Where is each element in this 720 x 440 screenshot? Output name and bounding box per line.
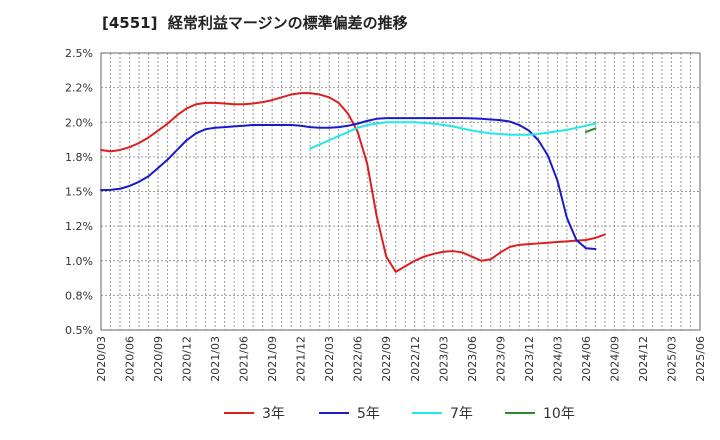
x-tick-label: 2020/09 [152, 336, 165, 382]
x-tick-label: 2020/12 [181, 336, 194, 382]
y-tick-label: 1.8% [65, 151, 93, 164]
y-tick-label: 0.8% [65, 289, 93, 302]
x-tick-label: 2021/06 [238, 336, 251, 382]
y-tick-label: 1.2% [65, 220, 93, 233]
x-tick-label: 2021/12 [295, 336, 308, 382]
y-tick-label: 2.0% [65, 116, 93, 129]
x-tick-label: 2020/03 [95, 336, 108, 382]
x-tick-label: 2024/06 [580, 336, 593, 382]
y-tick-label: 2.5% [65, 47, 93, 60]
x-tick-label: 2022/12 [409, 336, 422, 382]
x-tick-label: 2023/12 [523, 336, 536, 382]
x-tick-label: 2022/09 [380, 336, 393, 382]
x-tick-label: 2024/09 [608, 336, 621, 382]
x-tick-label: 2024/12 [637, 336, 650, 382]
series-line-3年 [100, 92, 606, 273]
x-tick-label: 2023/06 [466, 336, 479, 382]
y-tick-label: 2.2% [65, 82, 93, 95]
chart-title: [4551] 経常利益マージンの標準偏差の推移 [102, 14, 408, 32]
series-line-7年 [309, 121, 597, 150]
x-tick-label: 2022/03 [323, 336, 336, 382]
x-tick-label: 2020/06 [124, 336, 137, 382]
series-line-10年 [584, 127, 597, 133]
x-tick-label: 2024/03 [551, 336, 564, 382]
y-tick-label: 1.0% [65, 255, 93, 268]
legend-label: 5年 [357, 406, 380, 422]
x-tick-label: 2021/03 [209, 336, 222, 382]
y-tick-label: 1.5% [65, 186, 93, 199]
legend-label: 3年 [262, 406, 285, 422]
y-tick-label: 0.5% [65, 324, 93, 337]
x-tick-label: 2022/06 [352, 336, 365, 382]
x-tick-label: 2023/03 [437, 336, 450, 382]
x-tick-label: 2023/09 [494, 336, 507, 382]
plot-border [100, 52, 701, 331]
series-line-5年 [100, 117, 597, 250]
x-tick-label: 2025/03 [665, 336, 678, 382]
x-tick-label: 2021/09 [266, 336, 279, 382]
plot-area [101, 53, 700, 330]
x-tick-label: 2025/06 [694, 336, 707, 382]
legend-label: 10年 [543, 406, 575, 422]
legend-label: 7年 [450, 406, 473, 422]
